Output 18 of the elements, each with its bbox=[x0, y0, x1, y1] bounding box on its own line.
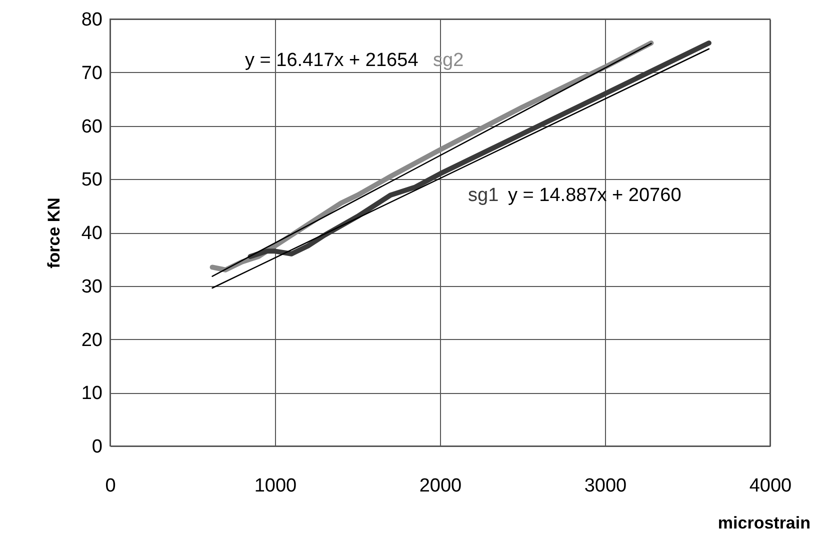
y-tick-label: 40 bbox=[81, 223, 102, 244]
x-tick-label: 0 bbox=[105, 476, 116, 496]
y-tick-label: 0 bbox=[92, 436, 102, 458]
annotation: y = 16.417x + 21654 bbox=[245, 50, 419, 71]
x-tick-label: 1000 bbox=[254, 476, 297, 496]
x-axis-title: microstrain bbox=[718, 514, 810, 532]
y-tick-label: 10 bbox=[81, 383, 102, 404]
y-tick-label: 20 bbox=[81, 330, 102, 351]
y-tick-label: 80 bbox=[81, 10, 102, 30]
x-tick-label: 3000 bbox=[584, 476, 627, 496]
x-tick-label: 2000 bbox=[419, 476, 462, 496]
x-tick-label: 4000 bbox=[749, 476, 792, 496]
y-tick-label: 70 bbox=[81, 62, 102, 84]
y-axis-title: force KN bbox=[44, 198, 64, 268]
y-tick-label: 50 bbox=[81, 170, 102, 191]
y-tick-label: 30 bbox=[81, 276, 102, 298]
series-label: sg1 bbox=[468, 185, 499, 206]
y-tick-label: 60 bbox=[81, 116, 102, 138]
